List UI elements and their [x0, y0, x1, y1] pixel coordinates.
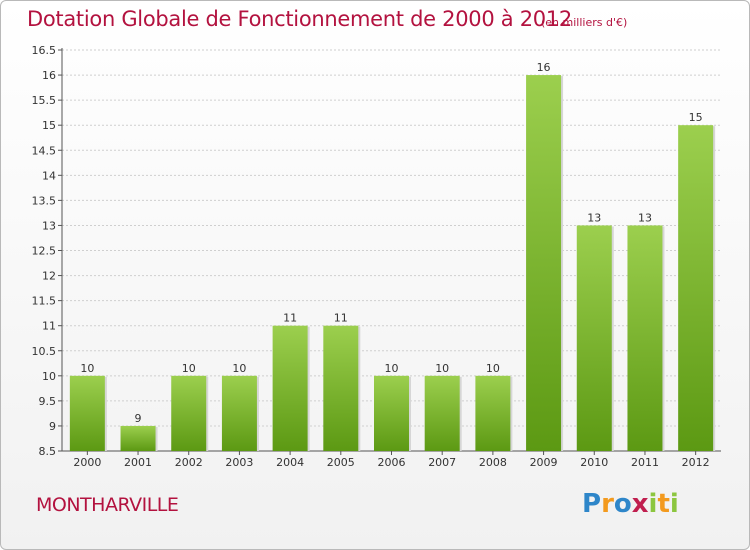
y-tick-label: 10.5	[32, 345, 57, 358]
bar	[221, 375, 257, 451]
bar-value-label: 10	[182, 362, 196, 375]
bar-value-label: 10	[486, 362, 500, 375]
y-tick-label: 14	[42, 169, 56, 182]
logo-letter: o	[613, 489, 632, 519]
bar-value-label: 11	[334, 312, 348, 325]
x-tick-label: 2008	[479, 456, 507, 469]
bar-value-label: 9	[135, 412, 142, 425]
y-tick-label: 10	[42, 370, 56, 383]
bar-value-label: 10	[385, 362, 399, 375]
chart-unit: (en milliers d'€)	[541, 16, 628, 29]
y-tick-label: 15	[42, 119, 56, 132]
logo-letter: r	[601, 489, 614, 519]
x-tick-label: 2002	[175, 456, 203, 469]
bar-value-label: 11	[283, 312, 297, 325]
x-tick-label: 2005	[327, 456, 355, 469]
y-tick-label: 16.5	[32, 44, 57, 57]
proxiti-logo: Proxiti	[582, 489, 679, 519]
bar-value-label: 16	[537, 61, 551, 74]
bar	[272, 325, 308, 451]
bar	[69, 375, 105, 451]
y-tick-label: 14.5	[32, 144, 57, 157]
bar	[323, 325, 359, 451]
y-tick-label: 15.5	[32, 94, 57, 107]
bar-value-label: 13	[587, 211, 601, 224]
x-tick-label: 2001	[124, 456, 152, 469]
y-tick-label: 11	[42, 320, 56, 333]
logo-letter: i	[669, 489, 679, 519]
bar	[120, 425, 156, 451]
x-tick-label: 2000	[73, 456, 101, 469]
logo-letter: P	[582, 489, 602, 519]
bar-value-label: 13	[638, 211, 652, 224]
bar-value-label: 10	[80, 362, 94, 375]
x-tick-label: 2009	[530, 456, 558, 469]
bar	[374, 375, 409, 451]
y-tick-label: 9	[49, 420, 56, 433]
logo-letter: x	[631, 489, 649, 519]
bar	[171, 375, 207, 451]
bar	[627, 225, 663, 451]
y-tick-label: 16	[42, 69, 56, 82]
y-tick-label: 8.5	[39, 445, 57, 458]
logo-letter: i	[648, 489, 658, 519]
bar-value-label: 10	[232, 362, 246, 375]
bar-value-label: 10	[435, 362, 449, 375]
bar-layer	[69, 75, 716, 451]
y-tick-label: 12.5	[32, 245, 57, 258]
logo-letter: t	[657, 489, 670, 519]
bar-value-label: 15	[689, 111, 703, 124]
bar	[526, 75, 562, 451]
x-tick-label: 2010	[580, 456, 608, 469]
bar	[475, 375, 511, 451]
x-tick-label: 2007	[428, 456, 456, 469]
y-tick-label: 13	[42, 219, 56, 232]
bar	[424, 375, 460, 451]
bar	[576, 225, 612, 451]
x-tick-label: 2003	[225, 456, 253, 469]
x-tick-label: 2012	[682, 456, 710, 469]
label-layer: 8.5 9 9.5 10 10.5 11 11.5 12 12.5 13 13.5 14 14.5 15 1…	[32, 44, 710, 469]
x-tick-label: 2011	[631, 456, 659, 469]
chart-title: Dotation Globale de Fonctionnement de 20…	[27, 7, 572, 31]
y-tick-label: 11.5	[32, 295, 57, 308]
bar	[678, 125, 714, 451]
commune-name: MONTHARVILLE	[36, 494, 179, 516]
x-tick-label: 2004	[276, 456, 304, 469]
y-tick-label: 12	[42, 270, 56, 283]
y-tick-label: 13.5	[32, 194, 57, 207]
y-tick-label: 9.5	[39, 395, 57, 408]
x-tick-label: 2006	[378, 456, 406, 469]
